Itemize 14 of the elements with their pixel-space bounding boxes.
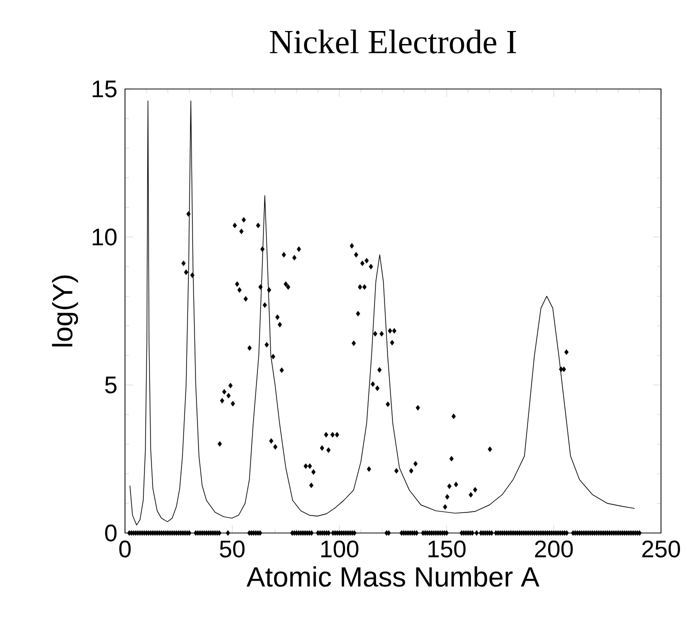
y-tick-label: 15	[92, 80, 116, 98]
chart-title: Nickel Electrode I	[270, 30, 516, 54]
y-tick-label: 5	[105, 376, 116, 394]
x-axis-title: Atomic Mass Number A	[246, 566, 540, 587]
x-tick-label: 0	[119, 540, 131, 558]
y-axis-title: log(Y)	[52, 276, 78, 346]
line-series	[130, 100, 635, 526]
x-tick-label: 150	[428, 540, 466, 558]
x-tick-label: 200	[535, 540, 573, 558]
x-tick-label: 250	[642, 540, 680, 558]
x-tick-label: 100	[321, 540, 358, 558]
y-tick-label: 0	[105, 524, 117, 542]
y-tick-label: 10	[92, 228, 117, 246]
x-tick-label: 50	[220, 540, 245, 558]
